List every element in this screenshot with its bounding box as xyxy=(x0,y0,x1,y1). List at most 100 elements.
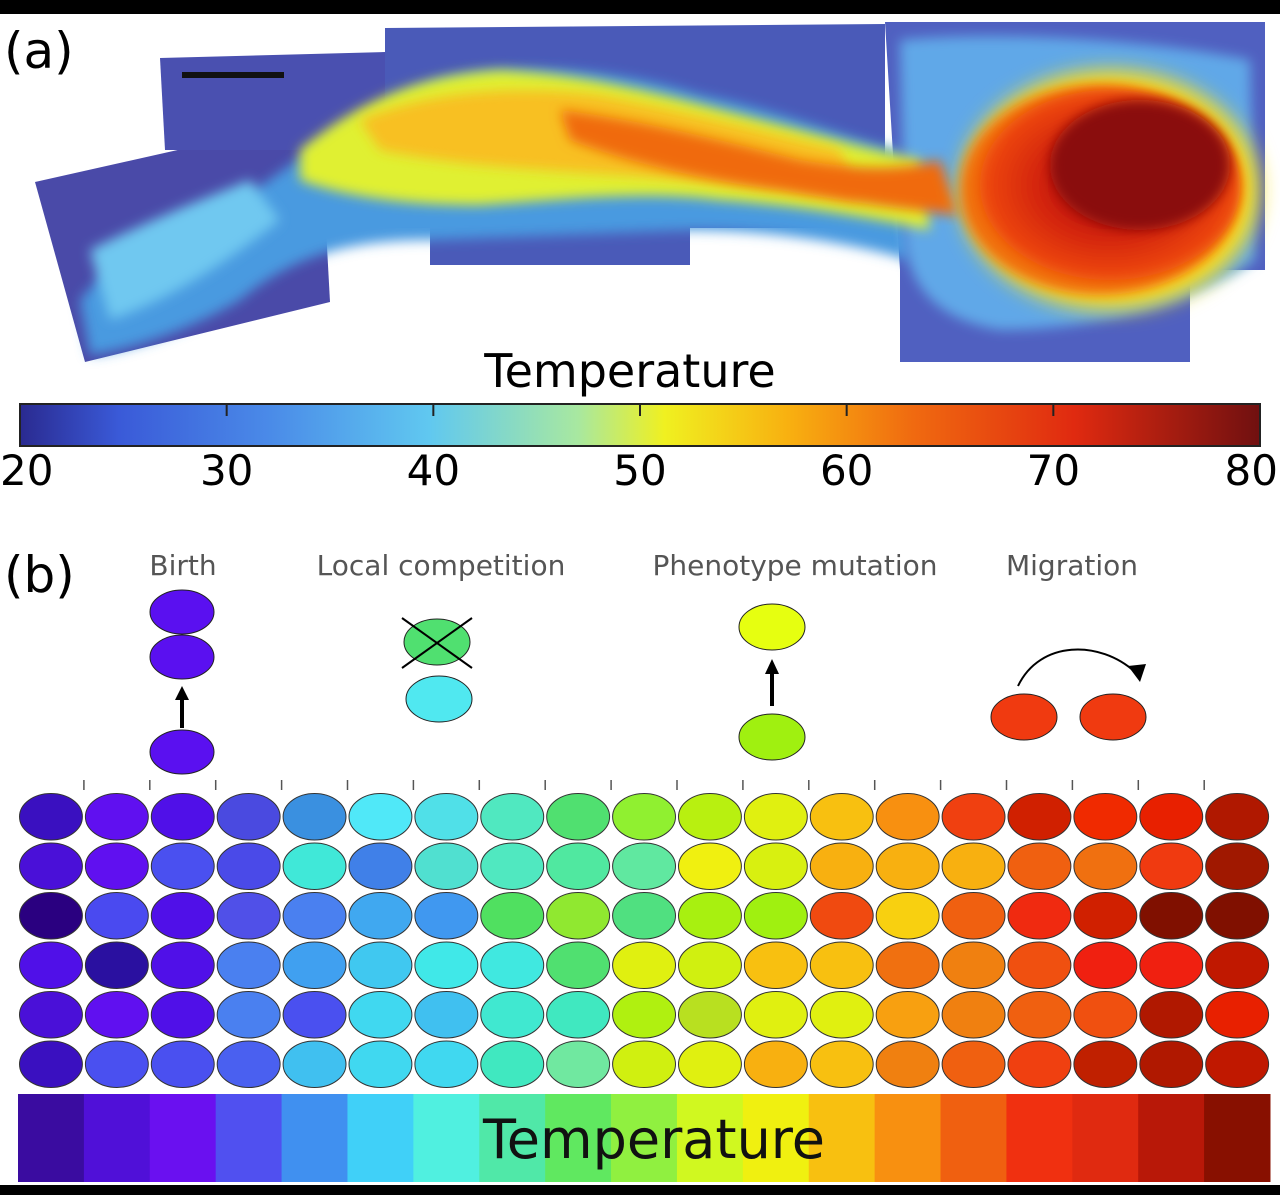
grid-cell xyxy=(743,892,808,940)
grid-cell xyxy=(150,1040,215,1088)
process-label-birth: Birth xyxy=(149,549,216,582)
grid-cell xyxy=(216,793,281,841)
grid-cell xyxy=(809,793,874,841)
grid-cell xyxy=(84,1040,149,1088)
grid-cell xyxy=(1073,991,1138,1039)
grid-cell xyxy=(941,842,1006,890)
grid-cell xyxy=(348,941,413,989)
grid-cell xyxy=(546,842,611,890)
mutation-cell-parent xyxy=(738,713,806,761)
grid-cell xyxy=(1073,793,1138,841)
grid-cell xyxy=(612,991,676,1039)
grid-cell xyxy=(743,1040,808,1088)
grid-cell xyxy=(1205,941,1270,989)
temperature-bar-segment xyxy=(347,1094,414,1182)
temperature-bar-segment xyxy=(1204,1094,1271,1182)
grid-cell xyxy=(282,941,347,989)
colorbar-tick-label: 80 xyxy=(1225,446,1278,495)
cross-line-2 xyxy=(401,617,473,669)
grid-cell xyxy=(1205,991,1270,1039)
grid-cell xyxy=(348,1040,413,1088)
grid-cell xyxy=(84,941,149,989)
grid-cell xyxy=(743,842,808,890)
bottom-border xyxy=(0,1185,1280,1195)
grid-cell xyxy=(414,793,479,841)
grid-cell xyxy=(480,892,545,940)
grid-cell xyxy=(743,941,808,989)
grid-cell xyxy=(1205,793,1270,841)
grid-cell xyxy=(546,941,611,989)
grid-cell xyxy=(1073,1040,1138,1088)
temperature-bar-segment xyxy=(808,1094,876,1182)
grid-cell xyxy=(150,892,215,940)
grid-cell xyxy=(941,991,1006,1039)
temperature-bar-segment xyxy=(1006,1094,1073,1182)
grid-cell xyxy=(150,793,215,841)
grid-cell xyxy=(282,1040,347,1088)
grid-cell xyxy=(809,1040,874,1088)
migration-arrow-head xyxy=(1128,664,1146,682)
grid-cell xyxy=(480,1040,545,1088)
grid-cell xyxy=(480,842,545,890)
grid-cell xyxy=(84,892,149,940)
grid-cell xyxy=(809,991,874,1039)
mutation-cell-child xyxy=(738,603,806,651)
grid-cell xyxy=(875,941,940,989)
grid-cell xyxy=(282,793,347,841)
grid-cell xyxy=(546,991,611,1039)
grid-cell xyxy=(1139,941,1204,989)
birth-illustration xyxy=(149,589,215,775)
grid-cell xyxy=(414,892,479,940)
colorbar-tick-label: 40 xyxy=(407,446,460,495)
temperature-bar-segment xyxy=(18,1094,85,1182)
colorbar-tick-label: 60 xyxy=(820,446,873,495)
grid-cell xyxy=(546,1040,611,1088)
grid-cell xyxy=(809,842,874,890)
temperature-bar-segment xyxy=(83,1094,151,1182)
grid-cell xyxy=(150,991,215,1039)
grid-cell xyxy=(1073,892,1138,940)
temperature-bar-segment xyxy=(479,1094,546,1182)
birth-cell-parent xyxy=(149,729,215,775)
colorbar-tick-label: 30 xyxy=(200,446,253,495)
grid-cell xyxy=(1139,991,1204,1039)
grid-cell xyxy=(809,892,874,940)
competition-illustration xyxy=(401,617,473,723)
grid-cell xyxy=(480,793,545,841)
colorbar-ticks: 20 30 40 50 60 70 80 xyxy=(0,404,1278,495)
grid-cell xyxy=(414,1040,479,1088)
grid-cell xyxy=(1007,991,1072,1039)
mutation-arrow-head xyxy=(765,659,779,674)
competition-cell-survivor xyxy=(405,675,473,723)
grid-cell xyxy=(216,1040,281,1088)
grid-cell xyxy=(941,1040,1006,1088)
grid-cell xyxy=(216,991,281,1039)
migration-arrow-curve xyxy=(1017,648,1136,687)
grid-cell xyxy=(678,892,742,940)
grid-cell xyxy=(1007,892,1072,940)
grid-cell xyxy=(282,892,347,940)
grid-cell xyxy=(348,793,413,841)
grid-cell xyxy=(84,991,149,1039)
grid-cell xyxy=(743,793,808,841)
grid-cell xyxy=(1205,1040,1270,1088)
grid-cell xyxy=(1139,892,1204,940)
grid-cell xyxy=(678,842,742,890)
grid-cell xyxy=(19,1040,83,1088)
migration-illustration xyxy=(990,648,1147,741)
grid-cell xyxy=(150,941,215,989)
grid-cell xyxy=(678,1040,742,1088)
migration-cell-origin xyxy=(990,693,1058,741)
grid-cell xyxy=(678,941,742,989)
grid-cell xyxy=(678,991,742,1039)
grid-cell xyxy=(612,1040,676,1088)
grid-cell xyxy=(282,991,347,1039)
birth-arrow-head xyxy=(175,686,189,700)
temperature-bar-segment xyxy=(281,1094,348,1182)
temperature-bar-label: Temperature xyxy=(482,1108,825,1171)
grid-cell xyxy=(348,842,413,890)
grid-cell xyxy=(678,793,742,841)
temperature-bar-segment xyxy=(413,1094,480,1182)
thermal-image xyxy=(35,22,1265,362)
